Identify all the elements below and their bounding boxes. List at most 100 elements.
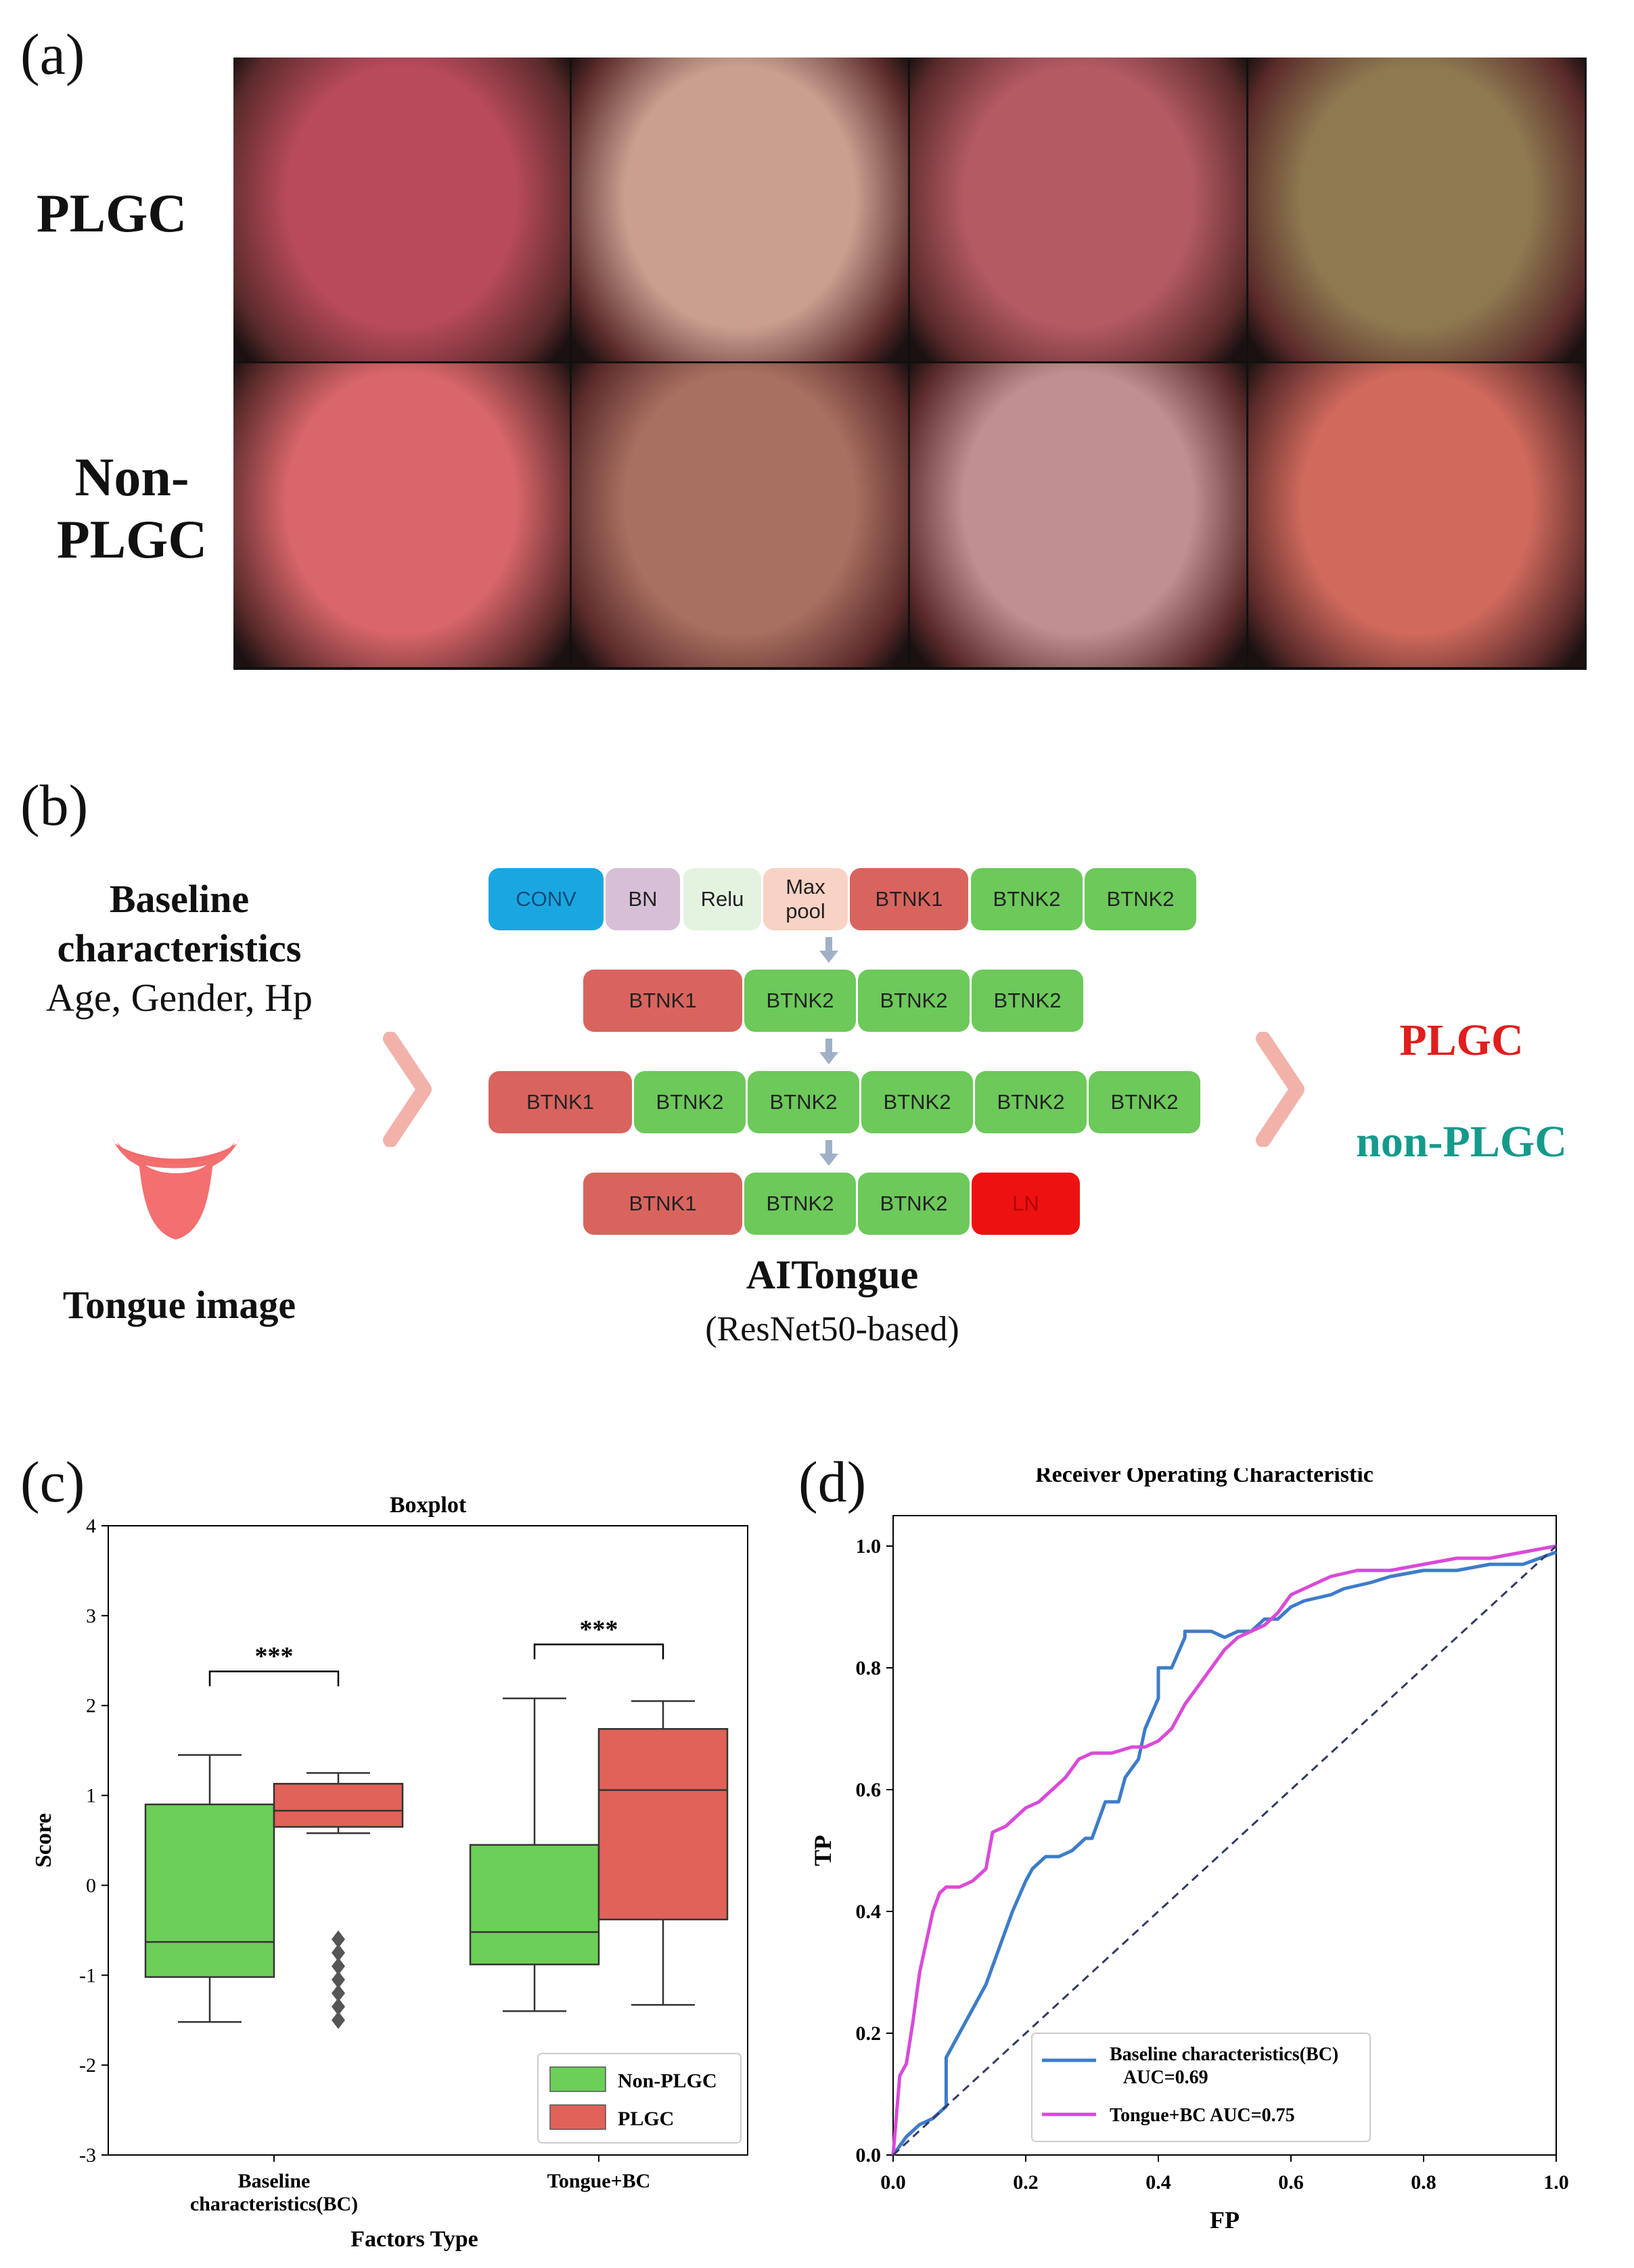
x-tick-label: 0.4 [1145, 2171, 1171, 2194]
block-btnk2: BTNK2 [634, 1071, 746, 1133]
legend-box [1031, 2033, 1371, 2142]
significance-label: *** [255, 1642, 294, 1671]
y-tick-label: -3 [79, 2144, 96, 2167]
block-ln: LN [972, 1173, 1080, 1235]
significance-bracket [533, 1643, 664, 1660]
boxplot-chart: Boxplot -3 -2 -1 0 1 2 3 4 Score Baselinecharacter… [31, 1493, 748, 2252]
block-btnk2: BTNK2 [975, 1071, 1087, 1133]
x-tick-label: 0.2 [1013, 2171, 1039, 2194]
y-tick-label: 0 [86, 1874, 96, 1897]
baseline-title-line1: Baseline [109, 877, 250, 921]
x-axis-label: FP [1210, 2206, 1240, 2233]
x-axis-label: Factors Type [350, 2227, 478, 2252]
iqr-box [469, 1844, 600, 1966]
block-btnk1: BTNK1 [850, 868, 968, 930]
legend-swatch [549, 2104, 606, 2130]
y-tick-label: -2 [79, 2054, 96, 2077]
legend-label: AUC=0.69 [1123, 2067, 1208, 2088]
row-label-non-line1: Non- [74, 448, 189, 507]
baseline-title-line2: characteristics [57, 926, 302, 970]
outlier-point [332, 1930, 345, 1949]
significance-label: *** [580, 1615, 618, 1643]
iqr-box [273, 1783, 404, 1828]
block-btnk2: BTNK2 [971, 868, 1083, 930]
plgc-box [597, 1700, 729, 2006]
outlier-point [332, 1970, 345, 1989]
block-btnk2: BTNK2 [861, 1071, 973, 1133]
legend-label: PLGC [618, 2108, 674, 2130]
outlier-point [332, 1984, 345, 2002]
y-tick-label: 2 [86, 1695, 96, 1717]
legend-label: Tongue+BC AUC=0.75 [1110, 2105, 1295, 2126]
plgc-tongue-4-image [1248, 58, 1585, 361]
block-btnk2: BTNK2 [744, 1173, 856, 1235]
iqr-box [144, 1803, 275, 1978]
row-label-non-line2: PLGC [56, 510, 208, 570]
non-plgc-box [144, 1754, 275, 2023]
block-btnk1: BTNK1 [583, 970, 742, 1032]
y-tick-label: 0.4 [856, 1901, 882, 1923]
roc-chart: Receiver Operating Characteristic 0.0 0.2 0… [809, 1468, 1569, 2233]
aitongue-subtitle: (ResNet50-based) [705, 1310, 959, 1348]
row-label-non: Non- PLGC [54, 447, 210, 571]
y-tick-label: 0.0 [856, 2144, 882, 2167]
block-btnk2: BTNK2 [858, 970, 970, 1032]
iqr-box [597, 1728, 729, 1921]
chart-title: Receiver Operating Characteristic [1035, 1468, 1374, 1487]
maxpool-line2: pool [786, 899, 825, 923]
outlier-point [332, 1957, 345, 1975]
block-bn: BN [606, 868, 680, 930]
block-btnk2: BTNK2 [744, 970, 856, 1032]
plgc-tongue-3-image [910, 58, 1246, 361]
maxpool-line1: Max [786, 875, 825, 899]
panel-b-label: (b) [20, 773, 89, 838]
nonplgc-tongue-3-image [910, 363, 1246, 667]
block-relu: Relu [683, 868, 761, 930]
x-tick-label: Baseline [238, 2170, 311, 2192]
plot-frame [108, 1525, 748, 2156]
block-btnk1: BTNK1 [489, 1071, 632, 1133]
y-tick-label: 4 [86, 1515, 96, 1537]
plot-frame [892, 1515, 1557, 2156]
outlier-point [332, 2011, 345, 2029]
block-btnk2: BTNK2 [1089, 1071, 1200, 1133]
arrow-in-icon [383, 1032, 432, 1147]
x-tick-label: 0.8 [1411, 2171, 1436, 2194]
x-tick-label: 1.0 [1543, 2171, 1569, 2194]
output-plgc: PLGC [1399, 1016, 1524, 1065]
roc-curve-baseline-characteristics-bc- [891, 1550, 1557, 2156]
x-tick-label: characteristics(BC) [190, 2193, 358, 2215]
arrow-out-icon [1256, 1032, 1304, 1147]
plgc-tongue-1-image [233, 58, 570, 361]
down-arrow-icon [819, 1039, 838, 1064]
down-arrow-icon [819, 1140, 838, 1166]
y-tick-label: 0.2 [856, 2022, 882, 2045]
block-conv: CONV [489, 868, 604, 930]
baseline-characteristics-box: Baseline characteristics Age, Gender, Hp [14, 876, 345, 1020]
block-btnk2: BTNK2 [972, 970, 1083, 1032]
block-btnk2: BTNK2 [748, 1071, 859, 1133]
panel-c-label: (c) [20, 1449, 85, 1514]
x-tick-label: 0.0 [880, 2171, 906, 2194]
block-btnk1: BTNK1 [583, 1173, 742, 1235]
baseline-subtitle: Age, Gender, Hp [46, 976, 313, 1020]
y-tick-label: 3 [86, 1605, 96, 1627]
chance-line [892, 1545, 1558, 2156]
row-label-plgc: PLGC [36, 184, 187, 244]
panel-a-label: (a) [20, 22, 85, 87]
aitongue-title: AITongue [746, 1252, 919, 1297]
y-axis-label: Score [31, 1813, 56, 1868]
y-tick-label: -1 [79, 1964, 96, 1987]
y-axis-label: TP [809, 1835, 836, 1866]
x-tick-label: 0.6 [1278, 2171, 1304, 2194]
output-non-plgc: non-PLGC [1356, 1117, 1567, 1166]
plgc-box [273, 1772, 404, 2029]
significance-bracket [208, 1670, 340, 1687]
non-plgc-box [469, 1697, 600, 2012]
panel-d-label: (d) [798, 1449, 867, 1514]
legend-swatch [549, 2066, 606, 2092]
nonplgc-tongue-1-image [233, 363, 570, 667]
y-tick-label: 1.0 [856, 1535, 882, 1558]
block-maxpool: Max pool [763, 868, 848, 930]
legend-label: Baseline characteristics(BC) [1110, 2044, 1338, 2065]
